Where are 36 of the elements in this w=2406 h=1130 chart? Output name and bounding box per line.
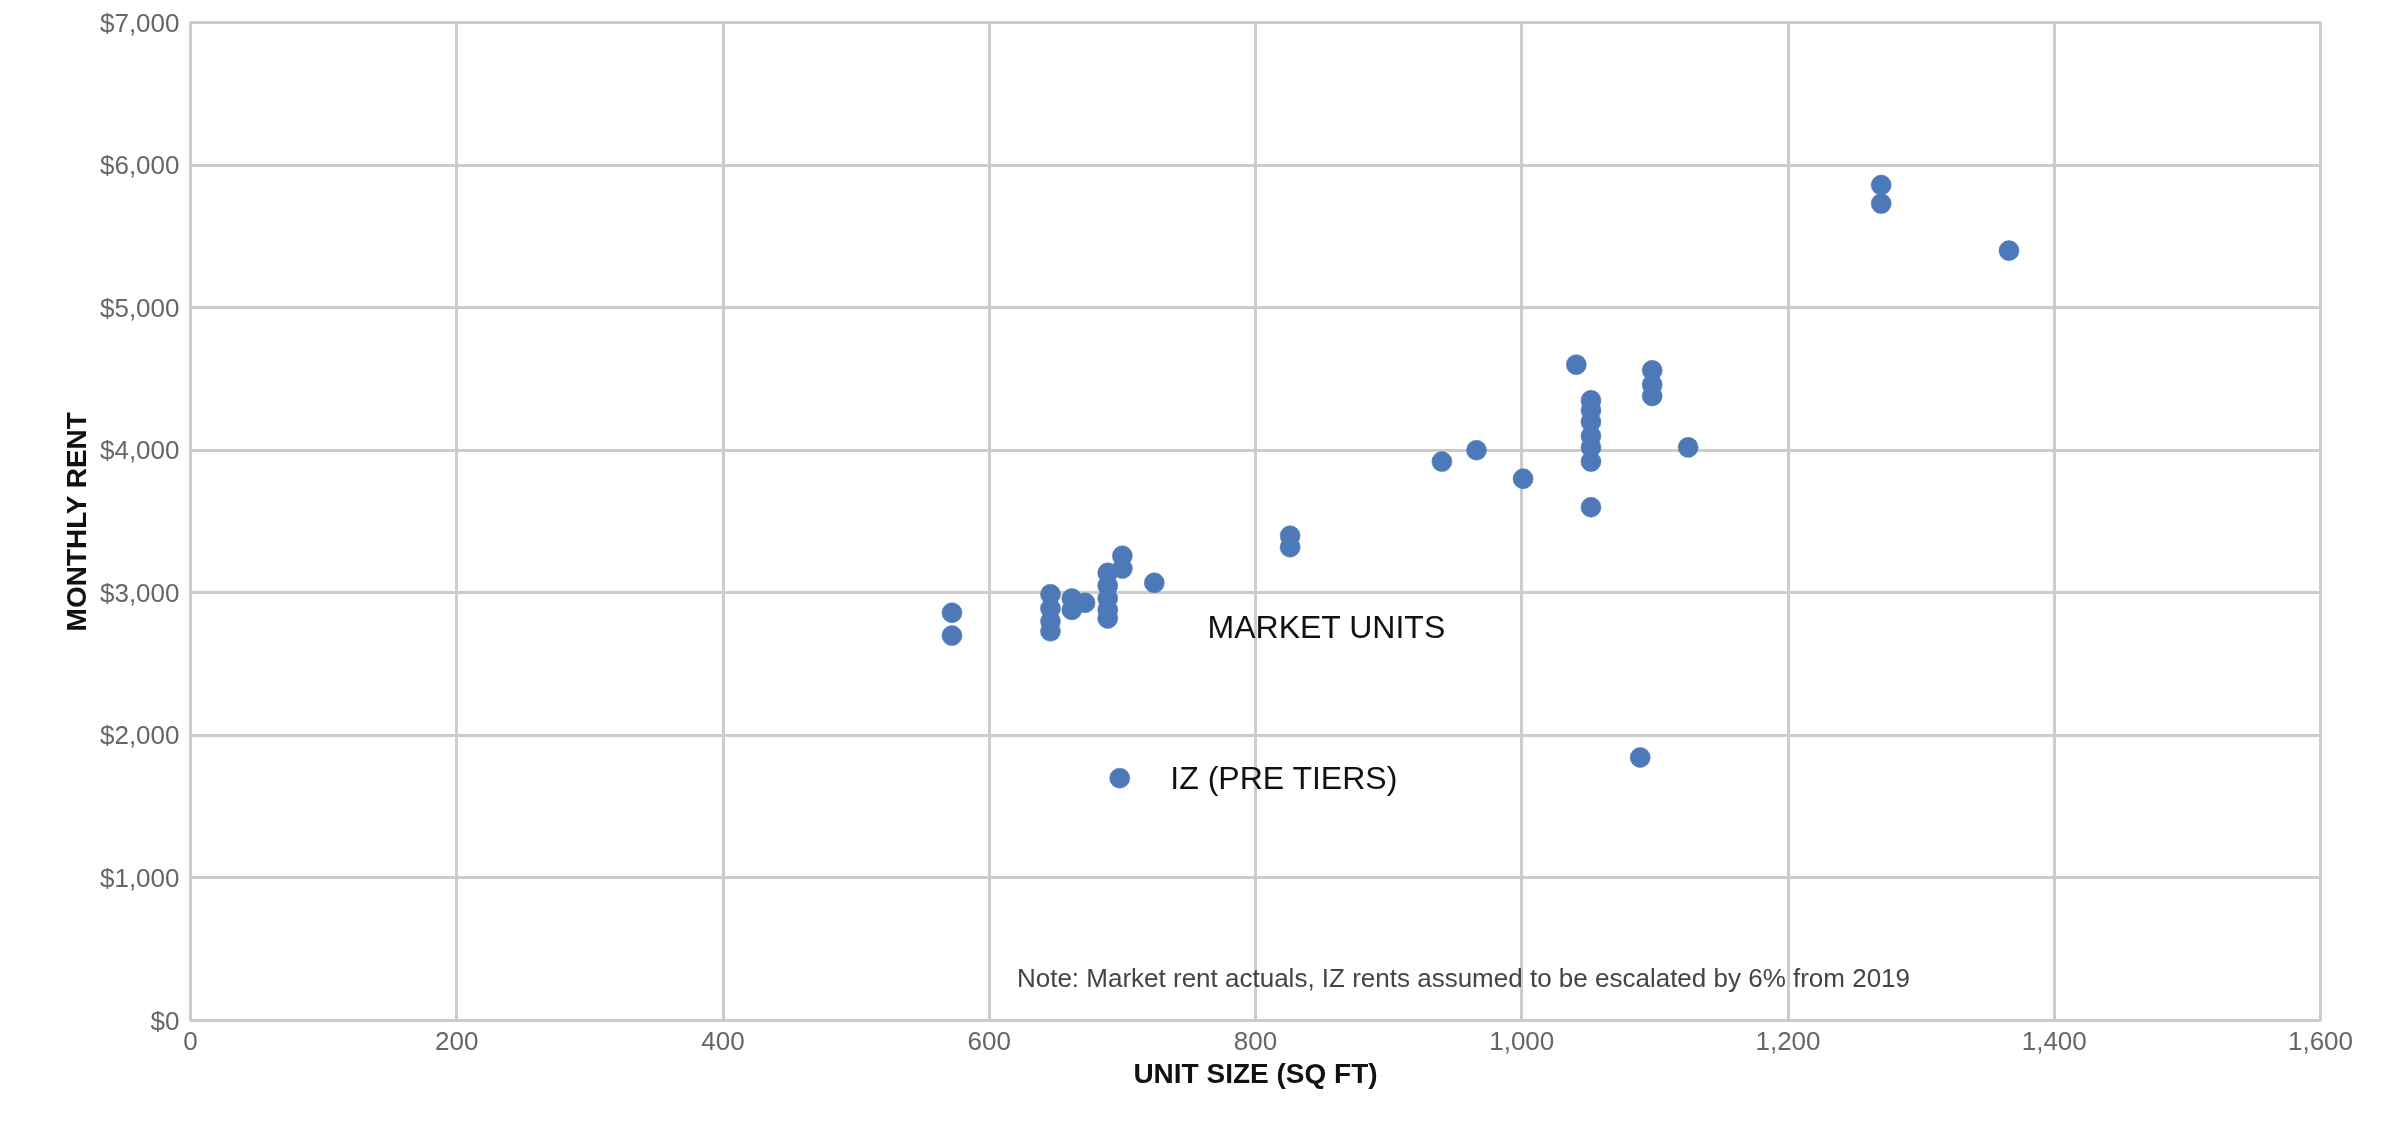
- point: [1998, 240, 2020, 262]
- point: [1629, 746, 1651, 768]
- series-label: MARKET UNITS: [1207, 609, 1446, 645]
- point: [1431, 451, 1453, 473]
- x-axis-title: UNIT SIZE (SQ FT): [1133, 1057, 1378, 1089]
- y-tick-label: $4,000: [99, 435, 180, 466]
- legend-label: IZ (PRE TIERS): [1170, 760, 1398, 797]
- point: [1580, 451, 1602, 473]
- y-tick-label: $1,000: [99, 862, 180, 893]
- point: [1565, 354, 1587, 376]
- y-tick-label: $2,000: [99, 720, 180, 751]
- point: [1512, 468, 1534, 490]
- x-tick-label: 0: [183, 1025, 198, 1056]
- y-tick-label: $3,000: [99, 577, 180, 608]
- x-tick-label: 200: [435, 1025, 479, 1056]
- y-tick-label: $5,000: [99, 292, 180, 323]
- annotation: Note: Market rent actuals, IZ rents assumed to be escalated by 6% from 2019: [1016, 962, 1911, 993]
- x-tick-label: 600: [967, 1025, 1011, 1056]
- y-tick-label: $7,000: [99, 7, 180, 38]
- point: [941, 602, 963, 624]
- x-tick-label: 400: [701, 1025, 745, 1056]
- y-tick-label: $6,000: [99, 150, 180, 181]
- point: [1465, 439, 1487, 461]
- x-tick-label: 1,200: [1755, 1025, 1821, 1056]
- y-tick-label: $0: [150, 1005, 180, 1036]
- point: [1580, 496, 1602, 518]
- y-axis-title: MONTHLY RENT: [60, 412, 92, 632]
- point: [1143, 572, 1165, 594]
- x-tick-label: 1,400: [2021, 1025, 2087, 1056]
- x-tick-label: 1,000: [1489, 1025, 1555, 1056]
- point: [1677, 436, 1699, 458]
- point: [1870, 193, 1892, 215]
- x-tick-label: 800: [1233, 1025, 1278, 1056]
- point: [1870, 174, 1892, 196]
- x-tick-label: 1,600: [2287, 1025, 2354, 1056]
- point: [941, 625, 963, 647]
